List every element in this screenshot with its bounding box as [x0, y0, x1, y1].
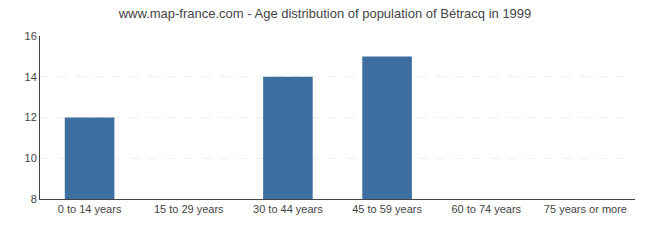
svg-text:75 years or more: 75 years or more [544, 203, 627, 215]
svg-text:www.map-france.com - Age distr: www.map-france.com - Age distribution of… [118, 6, 532, 21]
svg-text:14: 14 [25, 71, 37, 83]
svg-text:12: 12 [25, 111, 37, 123]
svg-text:8: 8 [31, 193, 37, 205]
svg-text:15 to 29 years: 15 to 29 years [154, 203, 224, 215]
svg-text:0 to 14 years: 0 to 14 years [58, 203, 122, 215]
svg-text:60 to 74 years: 60 to 74 years [451, 203, 521, 215]
svg-text:16: 16 [25, 30, 37, 42]
svg-text:30 to 44 years: 30 to 44 years [253, 203, 323, 215]
svg-text:45 to 59 years: 45 to 59 years [352, 203, 422, 215]
svg-text:10: 10 [25, 152, 37, 164]
